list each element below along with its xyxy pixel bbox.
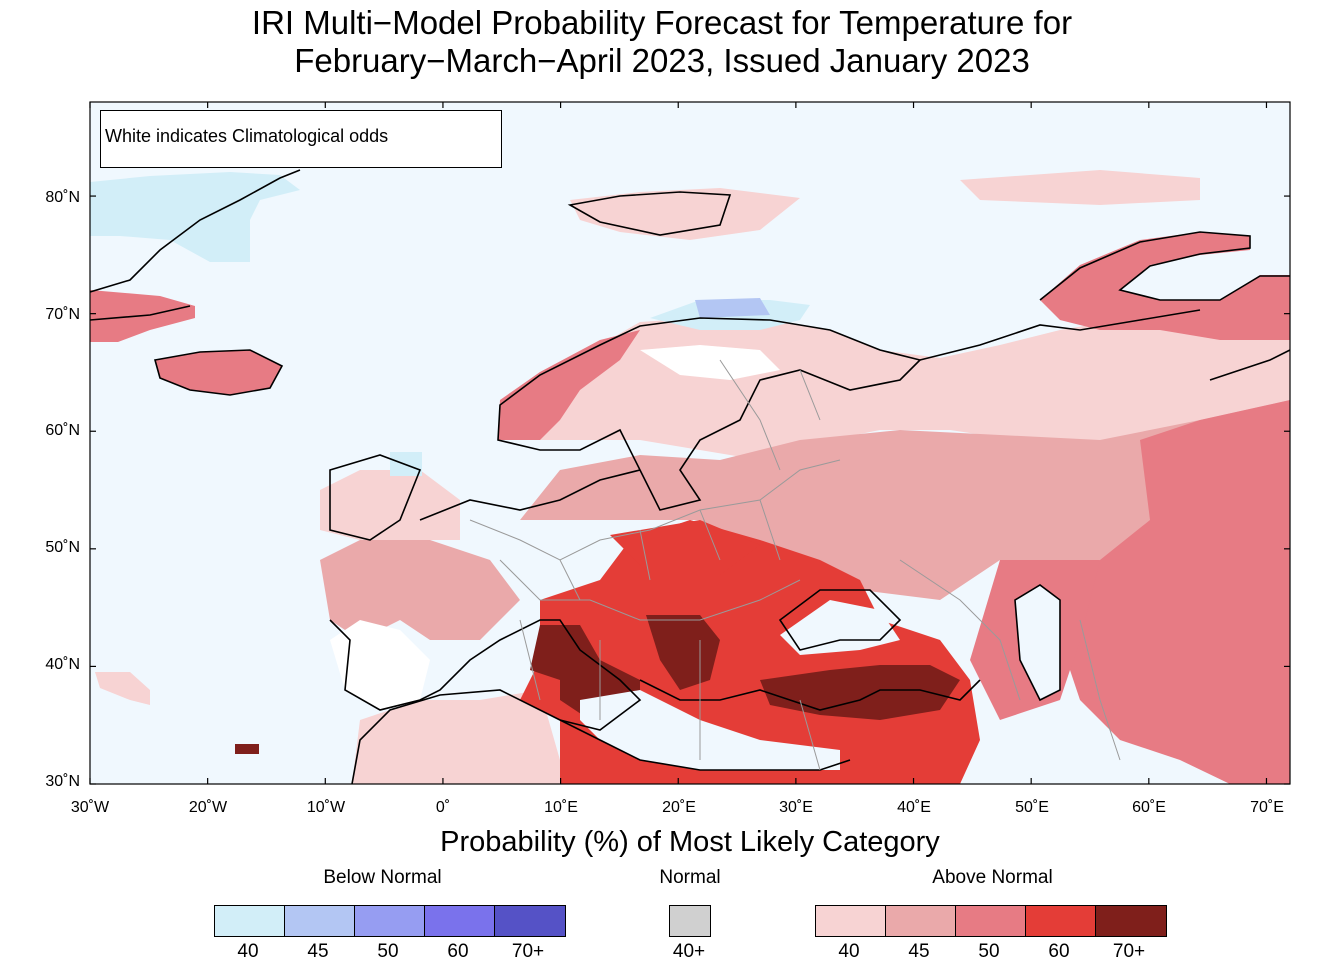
below-tick-50: 50 [377,941,399,962]
lon-label-20e: 20˚E [662,799,696,816]
legend-title: Probability (%) of Most Likely Category [440,826,940,858]
below-swatch-45 [285,906,355,936]
lon-label-50e: 50˚E [1015,799,1049,816]
map-border [89,101,1291,785]
above-tick-50: 50 [978,941,1000,962]
lon-label-20w: 20˚W [188,799,228,816]
lon-label-30w: 30˚W [70,799,110,816]
above-swatch-70plus [1096,906,1166,936]
below-normal-colorbar [214,905,566,937]
climatological-areas [330,345,1060,770]
title-line-2: February−March−April 2023, Issued Januar… [294,42,1030,79]
above-swatch-40 [816,906,886,936]
below-swatch-60 [425,906,495,936]
above-tick-40: 40 [838,941,860,962]
lat-label-70n: 70˚N [45,306,80,323]
above-swatch-50 [956,906,1026,936]
lat-label-30n: 30˚N [45,773,80,790]
lat-label-50n: 50˚N [45,539,80,556]
normal-label: Normal [659,867,721,888]
above-tick-45: 45 [908,941,930,962]
axis-ticks [89,102,1290,785]
above-tick-70plus: 70+ [1112,941,1146,962]
chart-title: IRI Multi−Model Probability Forecast for… [0,4,1324,80]
title-line-1: IRI Multi−Model Probability Forecast for… [251,4,1073,41]
lat-label-80n: 80˚N [45,189,80,206]
below-swatch-50 [355,906,425,936]
below-tick-40: 40 [237,941,259,962]
country-borders [469,359,1121,771]
above-swatch-45 [886,906,956,936]
below-normal-label: Below Normal [323,867,442,888]
lon-label-40e: 40˚E [897,799,931,816]
normal-swatch-40plus [670,906,710,936]
below-tick-60: 60 [447,941,469,962]
normal-colorbar [669,905,711,937]
lat-label-60n: 60˚N [45,422,80,439]
lon-label-70e: 70˚E [1250,799,1284,816]
lon-label-30e: 30˚E [779,799,813,816]
lon-label-60e: 60˚E [1132,799,1166,816]
above-swatch-60 [1026,906,1096,936]
below-tick-70plus: 70+ [511,941,545,962]
below-normal-shading [90,172,810,476]
above-normal-label: Above Normal [932,867,1053,888]
climatology-note-text: White indicates Climatological odds [105,126,389,146]
lon-label-10w: 10˚W [306,799,346,816]
below-swatch-40 [215,906,285,936]
normal-tick-40plus: 40+ [672,941,706,962]
forecast-map [89,101,1291,785]
lat-label-40n: 40˚N [45,656,80,673]
below-swatch-70plus [495,906,565,936]
below-tick-45: 45 [307,941,329,962]
above-normal-colorbar [815,905,1167,937]
above-tick-60: 60 [1048,941,1070,962]
climatology-note: White indicates Climatological odds [100,110,502,168]
lon-label-10e: 10˚E [544,799,578,816]
lon-label-0: 0˚ [435,799,451,816]
